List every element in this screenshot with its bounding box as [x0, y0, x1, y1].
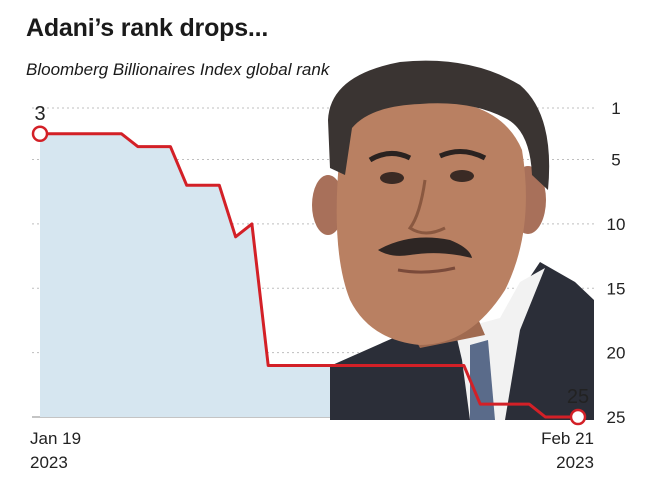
- area-fill: [40, 133, 578, 418]
- y-tick-label: 25: [607, 408, 626, 427]
- chart-subtitle: Bloomberg Billionaires Index global rank: [26, 60, 330, 79]
- businessman-portrait-icon: [312, 60, 594, 420]
- x-label-start: Jan 19 2023: [30, 429, 81, 472]
- x-label-end-line: Feb 21: [541, 429, 594, 448]
- y-tick-label: 5: [611, 151, 620, 170]
- y-tick-label: 20: [607, 344, 626, 363]
- data-label: 3: [34, 103, 45, 125]
- x-label-start-line: 2023: [30, 453, 68, 472]
- data-point-marker: [569, 408, 587, 426]
- x-label-start-line: Jan 19: [30, 429, 81, 448]
- x-label-end: Feb 21 2023: [541, 429, 594, 472]
- data-point-marker: [31, 125, 49, 142]
- x-axis-labels: Jan 19 2023 Feb 21 2023: [30, 429, 594, 472]
- area-layer: [40, 133, 578, 418]
- marker-layer: [31, 125, 587, 426]
- series-line: [40, 132, 578, 419]
- data-labels: 3 25: [34, 103, 589, 408]
- y-tick-label: 10: [607, 215, 626, 234]
- data-label: 25: [567, 386, 589, 408]
- x-label-end-line: 2023: [556, 453, 594, 472]
- line-layer: [40, 132, 578, 419]
- chart-title: Adani’s rank drops...: [26, 14, 269, 42]
- y-tick-label: 15: [607, 279, 626, 298]
- y-tick-label: 1: [611, 99, 620, 118]
